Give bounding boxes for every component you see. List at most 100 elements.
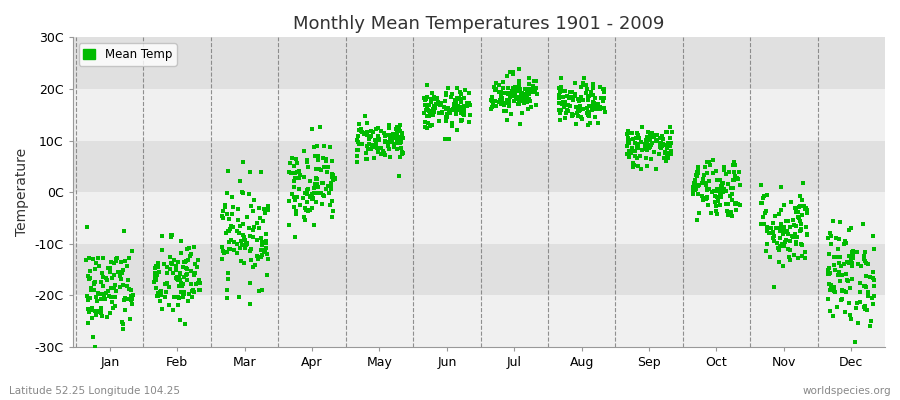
Point [702,178,716,184]
Point [698,164,712,170]
Point [639,155,653,162]
Point [642,144,656,151]
Point [233,244,248,251]
Point [865,295,879,301]
Point [181,256,195,263]
Point [82,255,96,262]
Point [495,90,509,96]
Point [714,183,728,189]
Point [774,221,788,228]
Point [485,94,500,100]
Point [87,266,102,272]
Point [449,85,464,91]
Point [170,274,184,281]
Point [310,153,325,159]
Point [168,263,183,269]
Point [776,241,790,247]
Point [122,316,137,322]
Point [691,182,706,189]
Point [490,102,504,109]
Point [644,130,659,136]
Point [171,294,185,300]
Point [393,122,408,128]
Point [155,306,169,312]
Point [124,293,139,300]
Point [621,135,635,142]
Point [392,173,406,180]
Point [292,202,307,208]
Point [230,217,245,223]
Point [179,272,194,278]
Point [393,145,408,151]
Point [174,238,188,244]
Point [588,95,602,102]
Point [91,254,105,261]
Point [530,91,544,97]
Point [418,96,432,102]
Point [236,158,250,165]
Point [590,103,604,109]
Point [597,86,611,92]
Point [527,78,542,85]
Point [827,289,842,295]
Point [382,132,396,138]
Point [287,178,302,185]
Point [652,135,667,141]
Point [703,162,717,168]
Point [237,260,251,266]
Point [582,103,597,109]
Point [664,129,679,136]
Point [374,151,388,158]
Point [237,234,251,240]
Point [390,136,404,142]
Point [256,252,270,258]
Point [371,132,385,139]
Point [501,90,516,97]
Point [325,172,339,179]
Point [231,206,246,212]
Point [583,119,598,126]
Point [776,263,790,269]
Point [257,210,272,216]
Point [383,154,398,160]
Point [762,230,777,236]
Point [565,112,580,118]
Point [426,106,440,112]
Point [826,284,841,290]
Point [436,104,451,110]
Point [460,100,474,106]
Point [502,97,517,103]
Point [514,90,528,96]
Point [692,210,706,216]
Point [593,104,608,110]
Point [227,238,241,245]
Point [489,80,503,86]
Point [103,292,117,299]
Point [109,288,123,294]
Point [789,205,804,212]
Point [574,84,589,90]
Point [319,156,333,162]
Point [159,288,174,295]
Point [221,238,236,245]
Point [496,79,510,85]
Point [226,204,240,210]
Point [720,208,734,215]
Point [714,190,728,196]
Point [113,269,128,276]
Point [729,207,743,214]
Point [765,235,779,241]
Point [624,130,638,136]
Point [575,116,590,122]
Point [214,244,229,250]
Point [726,177,741,184]
Point [630,144,644,150]
Point [375,148,390,155]
Point [779,229,794,236]
Point [522,86,536,92]
Point [107,260,122,266]
Point [360,120,374,127]
Point [419,94,434,100]
Point [393,154,408,161]
Point [760,228,774,234]
